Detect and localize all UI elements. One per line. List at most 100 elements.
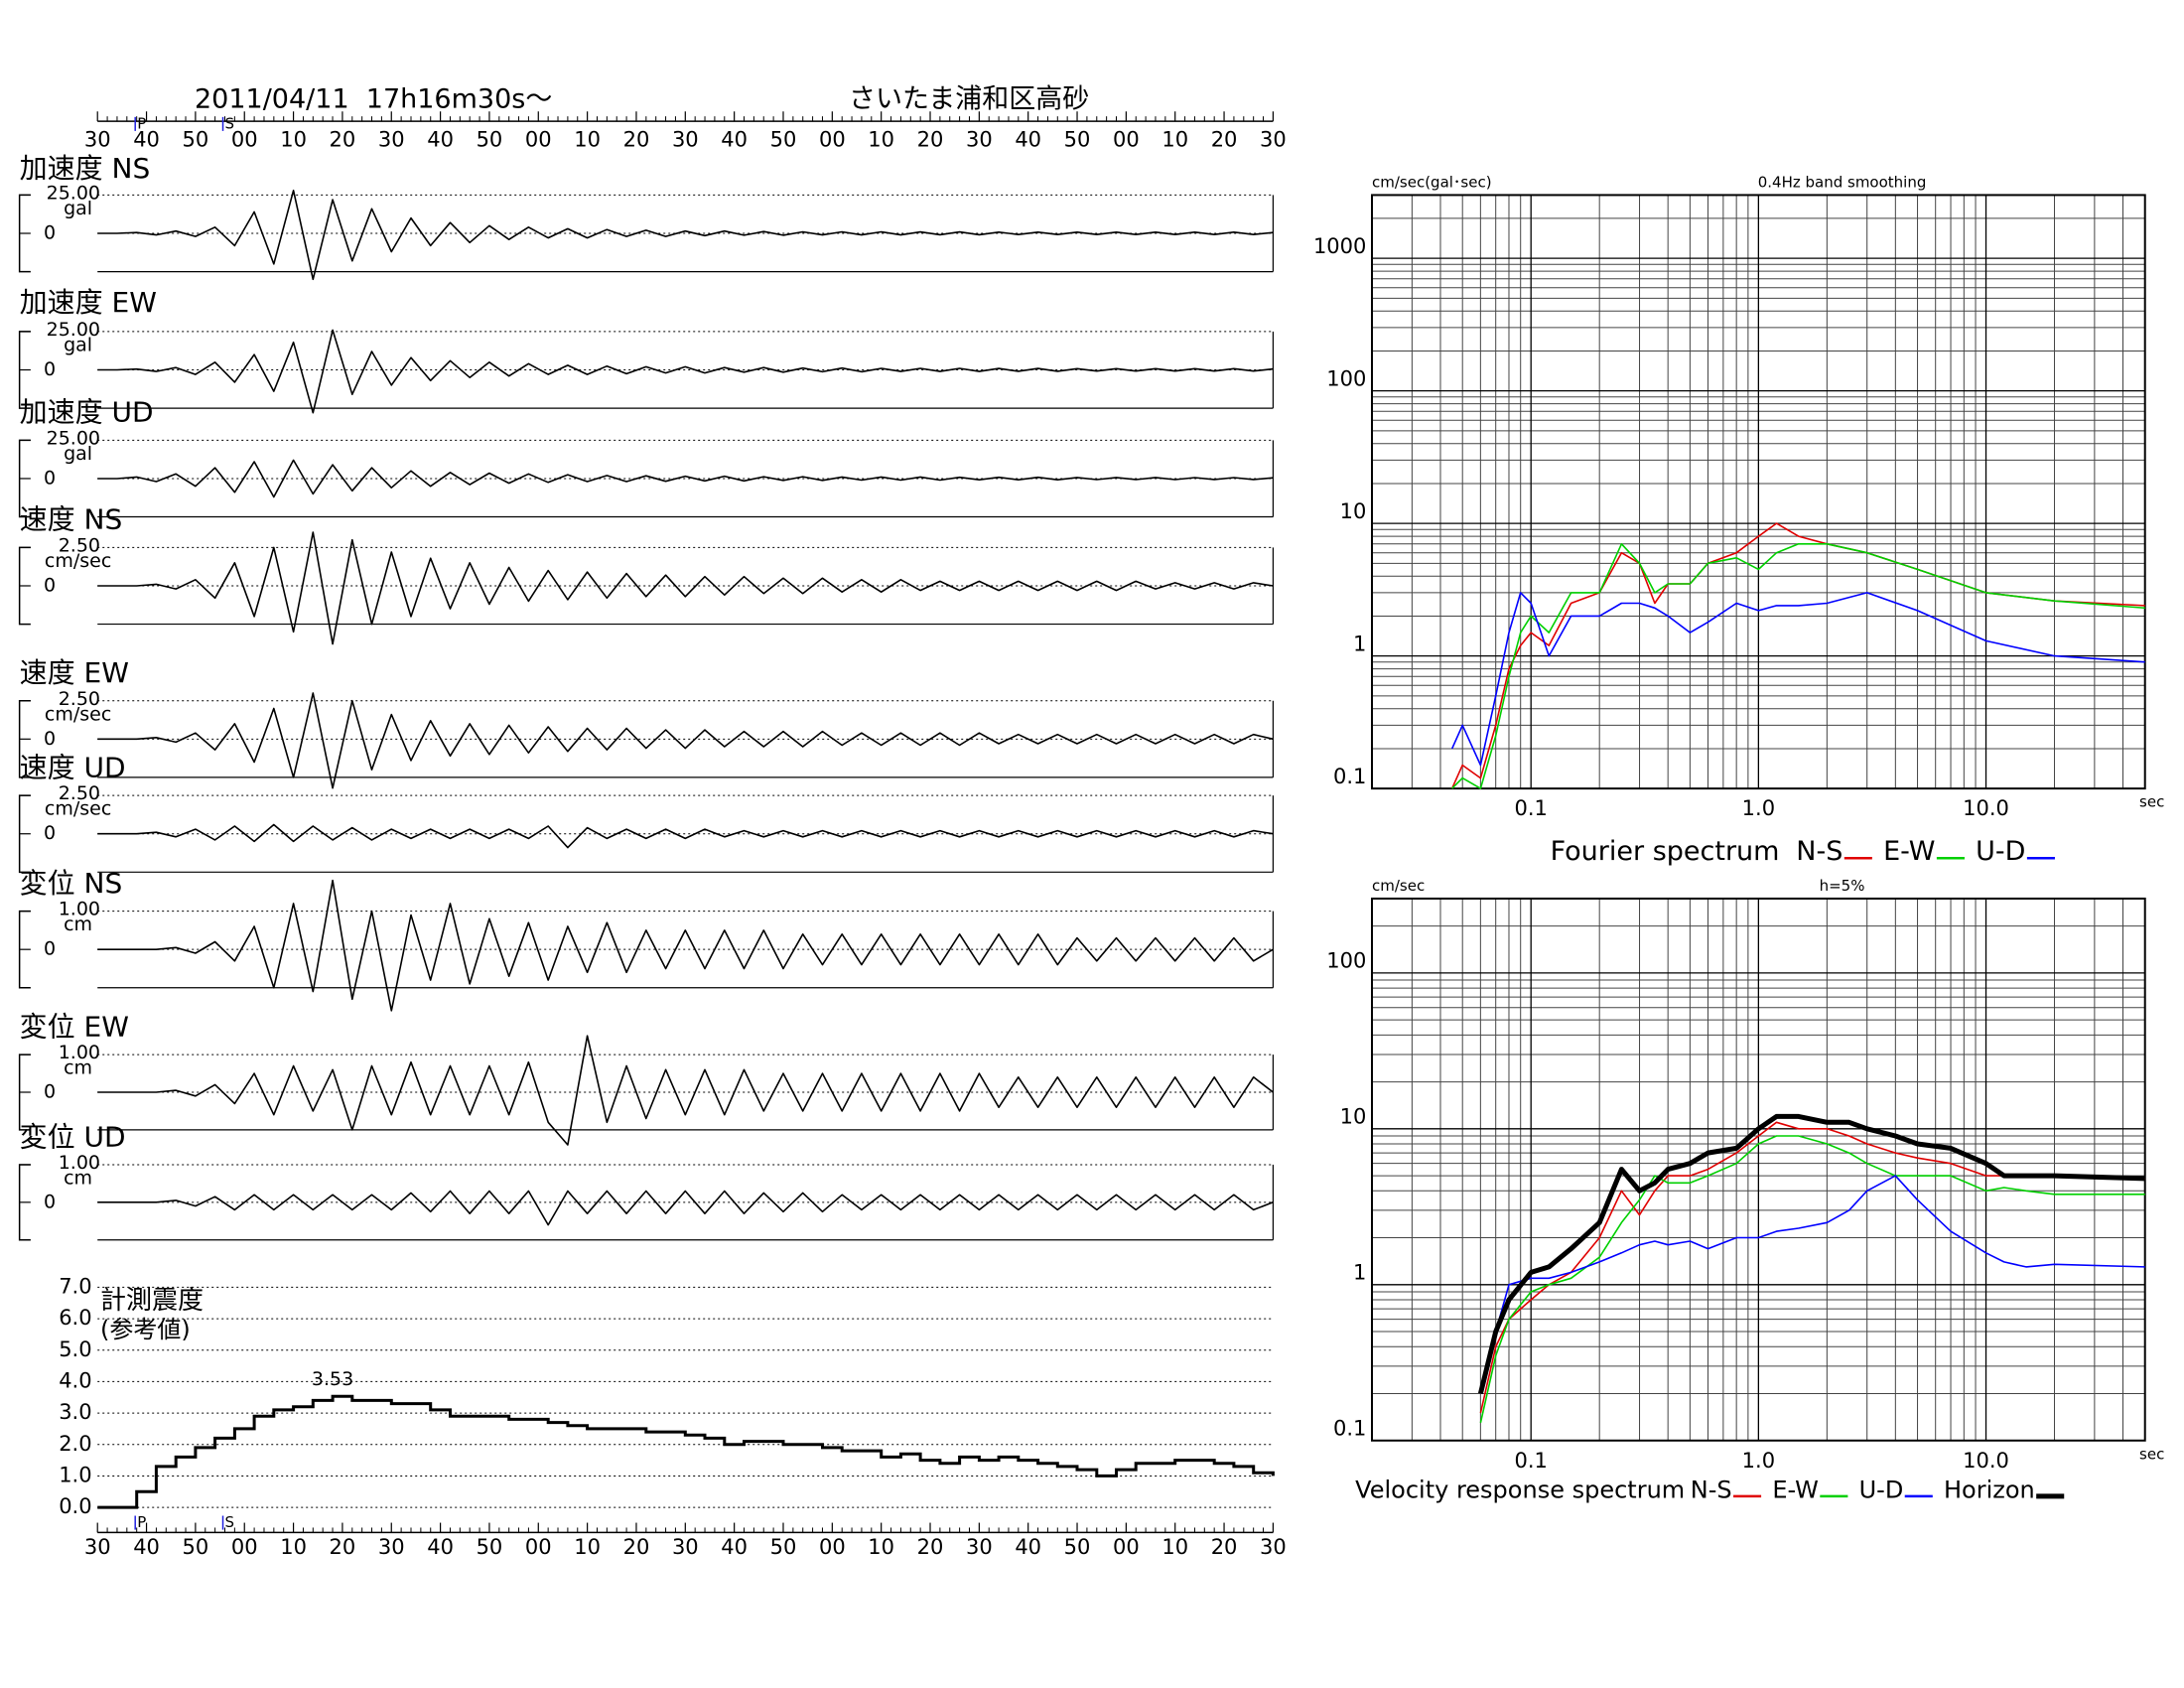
time-tick-label: 40 bbox=[1015, 1535, 1041, 1559]
intensity-tick-label: 0.0 bbox=[59, 1494, 91, 1518]
trace-scale-label: 0 bbox=[44, 574, 56, 596]
y-tick-label: 10 bbox=[1340, 499, 1367, 523]
chart-title: h=5% bbox=[1820, 877, 1865, 895]
legend-title: Fourier spectrum bbox=[1551, 836, 1780, 867]
time-tick-label: 50 bbox=[477, 128, 503, 152]
trace-scale-label: 25.00 bbox=[47, 183, 100, 205]
trace-unit: cm/sec bbox=[45, 550, 111, 572]
trace-scale-label: 2.50 bbox=[59, 782, 100, 804]
legend-label: N-S bbox=[1796, 836, 1843, 867]
time-tick-label: 30 bbox=[1260, 1535, 1287, 1559]
trace-unit: cm bbox=[64, 914, 92, 935]
time-tick-label: 10 bbox=[280, 128, 307, 152]
waveform bbox=[97, 1035, 1274, 1146]
intensity-tick-label: 1.0 bbox=[59, 1463, 91, 1486]
intensity-tick-label: 5.0 bbox=[59, 1337, 91, 1361]
spectrum-line bbox=[1477, 1113, 2145, 1395]
intensity-label: 計測震度 bbox=[100, 1286, 204, 1316]
y-tick-label: 1 bbox=[1353, 632, 1366, 655]
trace-label: 速度 NS bbox=[20, 503, 123, 536]
trace-scale-label: 1.00 bbox=[59, 899, 100, 920]
waveform bbox=[97, 692, 1274, 789]
time-tick-label: 10 bbox=[868, 128, 894, 152]
time-tick-label: 30 bbox=[672, 128, 699, 152]
time-tick-label: 40 bbox=[133, 1535, 160, 1559]
legend-label: E-W bbox=[1772, 1476, 1819, 1503]
waveform bbox=[97, 190, 1274, 281]
time-tick-label: 20 bbox=[1211, 1535, 1238, 1559]
time-tick-label: 40 bbox=[1015, 128, 1041, 152]
intensity-tick-label: 2.0 bbox=[59, 1432, 91, 1456]
phase-marker-label: P bbox=[137, 114, 146, 132]
trace-label: 変位 NS bbox=[20, 867, 123, 900]
time-tick-label: 10 bbox=[574, 1535, 601, 1559]
time-tick-label: 40 bbox=[427, 1535, 454, 1559]
waveform bbox=[97, 459, 1274, 498]
time-tick-label: 10 bbox=[1161, 1535, 1188, 1559]
intensity-note: (参考値) bbox=[100, 1316, 191, 1343]
waveform bbox=[97, 823, 1274, 849]
spectrum-line bbox=[1479, 1135, 2145, 1424]
trace-scale-label: 2.50 bbox=[59, 688, 100, 710]
trace-scale-label: 0 bbox=[44, 1081, 56, 1103]
y-tick-label: 100 bbox=[1326, 949, 1366, 973]
time-tick-label: 40 bbox=[721, 128, 748, 152]
time-tick-label: 10 bbox=[1161, 128, 1188, 152]
legend-label: N-S bbox=[1691, 1476, 1732, 1503]
trace-unit: cm bbox=[64, 1057, 92, 1079]
x-tick-label: 1.0 bbox=[1742, 796, 1775, 820]
legend-label: U-D bbox=[1859, 1476, 1904, 1503]
time-tick-label: 10 bbox=[280, 1535, 307, 1559]
time-tick-label: 40 bbox=[427, 128, 454, 152]
intensity-peak-label: 3.53 bbox=[312, 1368, 353, 1390]
x-axis-label: sec bbox=[2139, 1445, 2164, 1463]
y-tick-label: 0.1 bbox=[1333, 1417, 1366, 1441]
trace-scale-label: 0 bbox=[44, 728, 56, 750]
trace-unit: cm/sec bbox=[45, 798, 111, 820]
y-tick-label: 100 bbox=[1326, 366, 1366, 390]
time-tick-label: 50 bbox=[1064, 1535, 1091, 1559]
time-tick-label: 30 bbox=[966, 1535, 993, 1559]
time-tick-label: 40 bbox=[721, 1535, 748, 1559]
time-tick-label: 10 bbox=[574, 128, 601, 152]
spectrum-line bbox=[1450, 592, 2145, 767]
trace-scale-label: 1.00 bbox=[59, 1152, 100, 1174]
time-tick-label: 30 bbox=[378, 1535, 405, 1559]
time-tick-label: 50 bbox=[770, 1535, 797, 1559]
legend-label: Horizon bbox=[1944, 1476, 2035, 1503]
trace-label: 変位 UD bbox=[20, 1120, 126, 1153]
intensity-tick-label: 4.0 bbox=[59, 1368, 91, 1392]
y-tick-label: 1 bbox=[1353, 1261, 1366, 1285]
time-tick-label: 00 bbox=[1113, 128, 1140, 152]
legend-label: E-W bbox=[1883, 836, 1935, 867]
time-tick-label: 50 bbox=[183, 128, 209, 152]
time-tick-label: 40 bbox=[133, 128, 160, 152]
record-title: 2011/04/11 17h16m30s〜 bbox=[195, 84, 552, 115]
station-name: さいたま浦和区高砂 bbox=[849, 84, 1089, 115]
plot-frame bbox=[1371, 194, 2146, 790]
waveform bbox=[97, 531, 1274, 645]
x-axis-label: sec bbox=[2139, 793, 2164, 811]
trace-scale-label: 0 bbox=[44, 467, 56, 489]
time-tick-label: 00 bbox=[1113, 1535, 1140, 1559]
legend-label: U-D bbox=[1976, 836, 2025, 867]
trace-scale-label: 0 bbox=[44, 358, 56, 380]
waveform bbox=[97, 329, 1274, 414]
spectrum-line bbox=[1451, 543, 2145, 789]
trace-unit: gal bbox=[64, 443, 92, 465]
time-tick-label: 30 bbox=[378, 128, 405, 152]
time-tick-label: 20 bbox=[623, 128, 650, 152]
x-tick-label: 10.0 bbox=[1963, 796, 2009, 820]
y-axis-label: cm/sec bbox=[1372, 877, 1425, 895]
time-tick-label: 00 bbox=[525, 1535, 552, 1559]
time-tick-label: 20 bbox=[917, 128, 944, 152]
y-tick-label: 0.1 bbox=[1333, 765, 1366, 788]
trace-unit: cm bbox=[64, 1167, 92, 1189]
trace-label: 加速度 EW bbox=[20, 286, 157, 319]
trace-scale-label: 25.00 bbox=[47, 319, 100, 341]
intensity-tick-label: 7.0 bbox=[59, 1274, 91, 1298]
trace-label: 加速度 UD bbox=[20, 396, 154, 429]
waveform bbox=[97, 879, 1274, 1012]
time-tick-label: 50 bbox=[477, 1535, 503, 1559]
